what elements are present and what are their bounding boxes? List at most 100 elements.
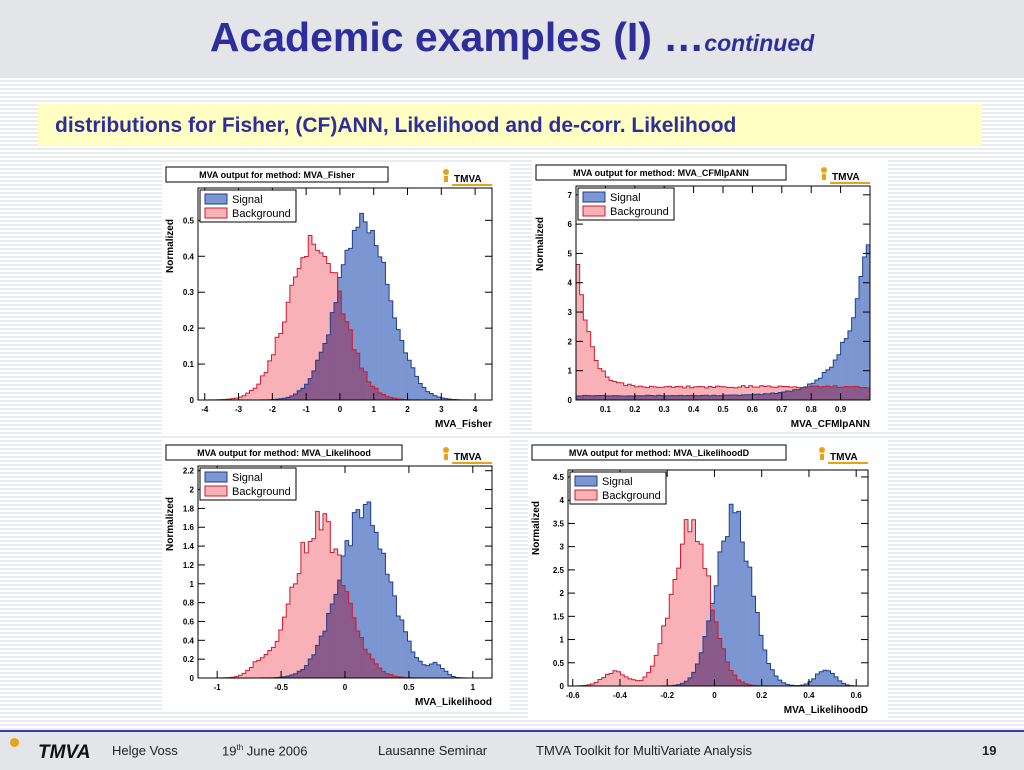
background-bin: [272, 355, 276, 400]
overlap-bin: [297, 391, 301, 400]
y-tick-label: 2: [560, 589, 565, 598]
background-bin: [308, 542, 312, 659]
x-tick-label: 3: [439, 405, 444, 414]
y-tick-label: 7: [568, 191, 573, 200]
x-tick-label: 0.5: [717, 405, 729, 414]
background-bin: [662, 626, 666, 686]
background-bin: [279, 333, 283, 398]
background-bin: [756, 387, 760, 394]
overlap-bin: [594, 396, 598, 400]
signal-bin: [711, 603, 715, 610]
background-bin: [598, 369, 602, 396]
background-bin: [283, 617, 287, 677]
overlap-bin: [723, 395, 727, 400]
overlap-bin: [323, 343, 327, 400]
x-tick-label: -1: [214, 683, 222, 692]
tmva-logo-icon: [819, 447, 825, 453]
x-axis-label: MVA_Fisher: [435, 419, 492, 430]
signal-bin: [430, 664, 434, 678]
overlap-bin: [664, 396, 668, 400]
y-tick-label: 0.5: [553, 659, 565, 668]
overlap-bin: [771, 393, 775, 400]
tmva-logo-text: TMVA: [454, 452, 482, 463]
overlap-bin: [319, 636, 323, 678]
x-tick-label: -2: [269, 405, 277, 414]
x-tick-label: 0.4: [803, 691, 815, 700]
overlap-bin: [319, 352, 323, 400]
signal-bin: [848, 331, 852, 387]
background-bin: [246, 393, 250, 400]
footer-date: 19th June 2006: [222, 743, 307, 758]
y-tick-label: 3: [560, 543, 565, 552]
x-tick-label: -1: [303, 405, 311, 414]
overlap-bin: [804, 388, 808, 400]
overlap-bin: [638, 396, 642, 400]
background-bin: [301, 258, 305, 389]
signal-bin: [426, 666, 430, 678]
overlap-bin: [323, 631, 327, 678]
background-bin: [669, 594, 673, 685]
x-axis-label: MVA_LikelihoodD: [784, 705, 868, 716]
background-bin: [752, 387, 756, 394]
overlap-bin: [330, 313, 334, 400]
background-bin: [297, 574, 301, 672]
background-bin: [305, 256, 309, 384]
overlap-bin: [738, 395, 742, 400]
y-tick-label: 1.4: [183, 542, 195, 551]
background-bin: [323, 256, 327, 343]
signal-bin: [833, 360, 837, 386]
slide-title: Academic examples (I) …continued: [0, 14, 1024, 61]
overlap-bin: [341, 586, 345, 678]
y-tick-label: 3.5: [553, 519, 565, 528]
x-tick-label: -0.5: [274, 683, 288, 692]
y-tick-label: 4: [560, 496, 565, 505]
x-tick-label: 0.7: [776, 405, 788, 414]
overlap-bin: [360, 368, 364, 400]
background-bin: [647, 672, 651, 686]
background-bin: [606, 674, 610, 686]
signal-bin: [826, 370, 830, 386]
signal-bin: [341, 556, 345, 585]
background-bin: [242, 673, 246, 678]
background-bin: [312, 244, 316, 371]
signal-bin: [356, 227, 360, 353]
signal-bin: [744, 561, 748, 684]
overlap-bin: [312, 371, 316, 400]
signal-bin: [352, 513, 356, 618]
overlap-bin: [591, 396, 595, 400]
overlap-bin: [334, 303, 338, 400]
signal-bin: [741, 542, 745, 682]
overlap-bin: [774, 393, 778, 400]
background-bin: [249, 391, 253, 400]
background-bin: [666, 618, 670, 686]
y-tick-label: 0: [568, 396, 573, 405]
y-tick-label: 1.5: [553, 612, 565, 621]
overlap-bin: [863, 388, 867, 400]
overlap-bin: [830, 387, 834, 400]
signal-bin: [815, 380, 819, 386]
background-bin: [638, 386, 642, 396]
legend-label-signal: Signal: [232, 194, 263, 206]
signal-bin: [822, 373, 826, 387]
chart-title: MVA output for method: MVA_CFMlpANN: [573, 168, 749, 178]
overlap-bin: [760, 395, 764, 400]
tmva-logo-underline: [830, 182, 870, 184]
background-bin: [305, 553, 309, 666]
legend-label-background: Background: [610, 206, 669, 218]
legend-label-background: Background: [232, 486, 291, 498]
y-tick-label: 1: [568, 367, 573, 376]
background-bin: [609, 380, 613, 396]
legend-label-background: Background: [232, 208, 291, 220]
background-bin: [616, 383, 620, 396]
overlap-bin: [620, 396, 624, 400]
footer-logo: TMVA: [4, 736, 100, 766]
y-tick-label: 1: [560, 636, 565, 645]
legend-swatch-background: [205, 208, 227, 218]
overlap-bin: [316, 360, 320, 400]
overlap-bin: [692, 672, 696, 686]
